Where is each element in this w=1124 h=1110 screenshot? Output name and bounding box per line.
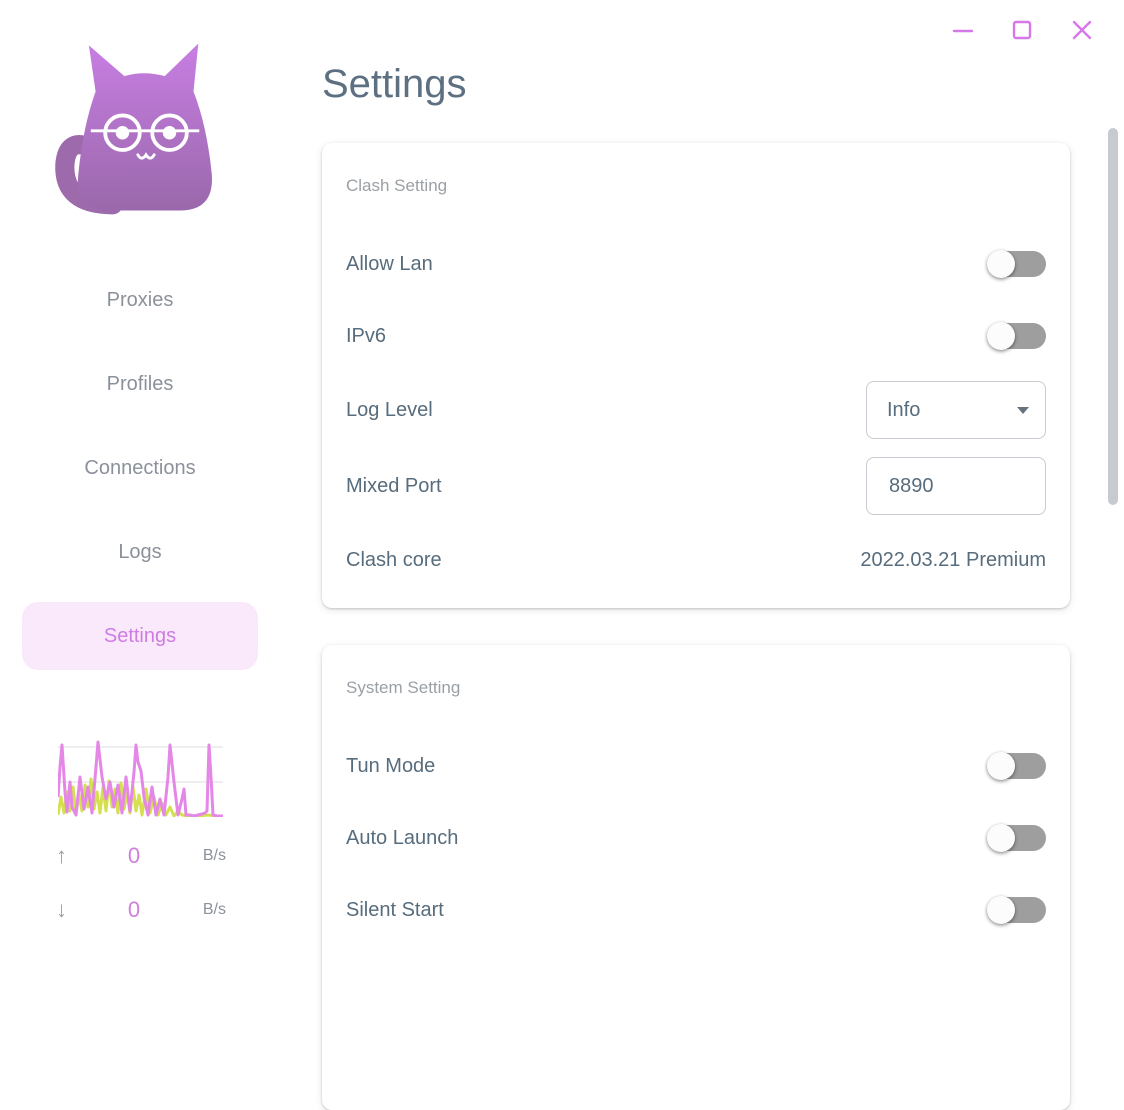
download-value: 0 bbox=[127, 897, 141, 922]
setting-row-tun-mode: Tun Mode bbox=[346, 730, 1046, 802]
switch-knob bbox=[987, 896, 1015, 924]
switch-knob bbox=[987, 824, 1015, 852]
auto-launch-switch[interactable] bbox=[987, 824, 1046, 852]
setting-label: Auto Launch bbox=[346, 826, 459, 849]
setting-label: Allow Lan bbox=[346, 252, 433, 275]
setting-label: Log Level bbox=[346, 398, 433, 421]
traffic-upload-row: ↑ 0 B/s bbox=[56, 840, 226, 872]
chevron-down-icon bbox=[1017, 406, 1029, 414]
switch-knob bbox=[987, 752, 1015, 780]
sidebar-item-connections[interactable]: Connections bbox=[84, 456, 196, 479]
mixed-port-input[interactable] bbox=[866, 457, 1046, 515]
traffic-graph bbox=[56, 737, 223, 818]
minimize-icon bbox=[952, 29, 974, 33]
silent-start-switch[interactable] bbox=[987, 896, 1046, 924]
setting-row-silent-start: Silent Start bbox=[346, 874, 1046, 946]
setting-label: Clash core bbox=[346, 548, 442, 571]
setting-row-log-level: Log Level Info bbox=[346, 372, 1046, 448]
clash-core-value: 2022.03.21 Premium bbox=[860, 548, 1046, 571]
sidebar-item-logs[interactable]: Logs bbox=[118, 540, 162, 563]
page-title: Settings bbox=[322, 62, 467, 106]
card-rows: Allow Lan IPv6 Log Level Info Mixed Port Clas… bbox=[346, 228, 1046, 596]
setting-label: Silent Start bbox=[346, 898, 444, 921]
select-value: Info bbox=[887, 398, 921, 421]
switch-knob bbox=[987, 322, 1015, 350]
sidebar: Proxies Profiles Connections Logs Settings ↑… bbox=[0, 0, 280, 937]
close-icon bbox=[1072, 20, 1092, 40]
download-unit: B/s bbox=[202, 901, 226, 918]
allow-lan-switch[interactable] bbox=[987, 250, 1046, 278]
download-arrow-icon: ↓ bbox=[56, 897, 67, 922]
scrollbar-thumb[interactable] bbox=[1108, 128, 1118, 505]
setting-row-auto-launch: Auto Launch bbox=[346, 802, 1046, 874]
maximize-button[interactable] bbox=[1002, 12, 1042, 48]
setting-label: IPv6 bbox=[346, 324, 387, 347]
clash-setting-card: Clash Setting Allow Lan IPv6 Log Level Info… bbox=[322, 143, 1070, 608]
card-header: System Setting bbox=[346, 678, 461, 697]
minimize-button[interactable] bbox=[943, 12, 983, 48]
maximize-icon bbox=[1012, 20, 1032, 40]
sidebar-item-proxies[interactable]: Proxies bbox=[106, 288, 174, 311]
traffic-download-row: ↓ 0 B/s bbox=[56, 894, 226, 926]
setting-row-mixed-port: Mixed Port bbox=[346, 448, 1046, 524]
setting-row-ipv6: IPv6 bbox=[346, 300, 1046, 372]
log-level-select[interactable]: Info bbox=[866, 381, 1046, 439]
card-header: Clash Setting bbox=[346, 176, 448, 195]
upload-unit: B/s bbox=[202, 847, 226, 864]
ipv6-switch[interactable] bbox=[987, 322, 1046, 350]
setting-row-allow-lan: Allow Lan bbox=[346, 228, 1046, 300]
setting-row-clash-core: Clash core 2022.03.21 Premium bbox=[346, 524, 1046, 596]
setting-label: Tun Mode bbox=[346, 754, 436, 777]
clash-cat-logo bbox=[38, 30, 230, 222]
close-button[interactable] bbox=[1062, 12, 1102, 48]
card-rows: Tun Mode Auto Launch Silent Start bbox=[346, 730, 1046, 946]
system-setting-card: System Setting Tun Mode Auto Launch Silent… bbox=[322, 645, 1070, 1110]
upload-arrow-icon: ↑ bbox=[56, 843, 67, 868]
cat-icon bbox=[55, 43, 212, 215]
sidebar-nav: Proxies Profiles Connections Logs Settings bbox=[22, 266, 258, 686]
tun-mode-switch[interactable] bbox=[987, 752, 1046, 780]
setting-label: Mixed Port bbox=[346, 474, 442, 497]
sidebar-item-profiles[interactable]: Profiles bbox=[106, 372, 174, 395]
sidebar-item-settings[interactable]: Settings bbox=[22, 602, 258, 670]
switch-knob bbox=[987, 250, 1015, 278]
upload-value: 0 bbox=[127, 843, 141, 868]
